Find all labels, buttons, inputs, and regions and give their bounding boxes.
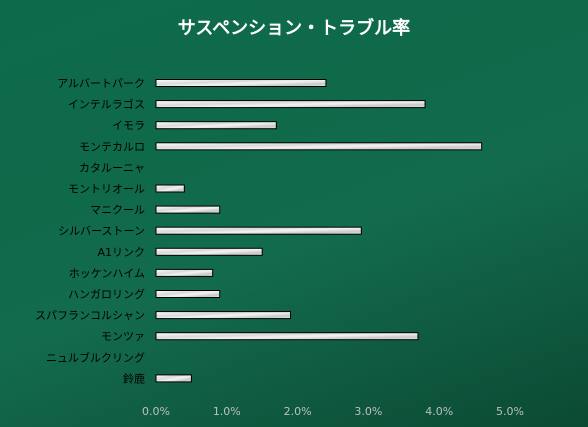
category-label: イモラ <box>112 119 145 132</box>
bars <box>155 79 483 383</box>
x-tick-labels: 0.0% 1.0% 2.0% 3.0% 4.0% 5.0% <box>142 405 524 418</box>
bar <box>155 311 292 320</box>
bar <box>155 184 185 193</box>
bar <box>155 142 483 151</box>
bar <box>155 268 214 277</box>
bar <box>155 121 277 130</box>
category-label: A1リンク <box>97 246 145 259</box>
category-label: カタルーニャ <box>79 161 145 174</box>
bar <box>155 332 419 341</box>
bar <box>155 205 221 214</box>
category-label: モンテカルロ <box>79 140 145 153</box>
category-label: ハンガロリング <box>68 287 145 301</box>
x-tick-label: 2.0% <box>284 405 312 418</box>
category-label: モントリオール <box>68 183 145 196</box>
bar <box>155 79 327 87</box>
category-label: インテルラゴス <box>68 97 145 111</box>
x-tick-label: 3.0% <box>354 405 382 418</box>
category-label: マニクール <box>90 204 145 217</box>
x-tick-label: 5.0% <box>496 405 524 418</box>
x-tick-label: 0.0% <box>142 405 170 418</box>
category-label: モンツァ <box>101 330 145 343</box>
bar <box>155 247 263 256</box>
chart-title: サスペンション・トラブル率 <box>178 17 410 39</box>
bar <box>155 290 221 298</box>
category-label: 鈴鹿 <box>123 371 145 385</box>
category-labels: アルバートパークインテルラゴスイモラモンテカルロカタルーニャモントリオールマニク… <box>35 77 145 385</box>
x-tick-label: 4.0% <box>425 405 453 418</box>
bar <box>155 374 192 383</box>
category-label: アルバートパーク <box>57 77 145 90</box>
category-label: スパフランコルシャン <box>35 309 145 322</box>
x-tick-label: 1.0% <box>213 405 241 418</box>
bar <box>155 226 362 235</box>
bar <box>155 100 426 109</box>
category-label: ニュルブルクリング <box>46 350 145 364</box>
category-label: ホッケンハイム <box>69 267 145 280</box>
category-label: シルバーストーン <box>58 225 145 238</box>
